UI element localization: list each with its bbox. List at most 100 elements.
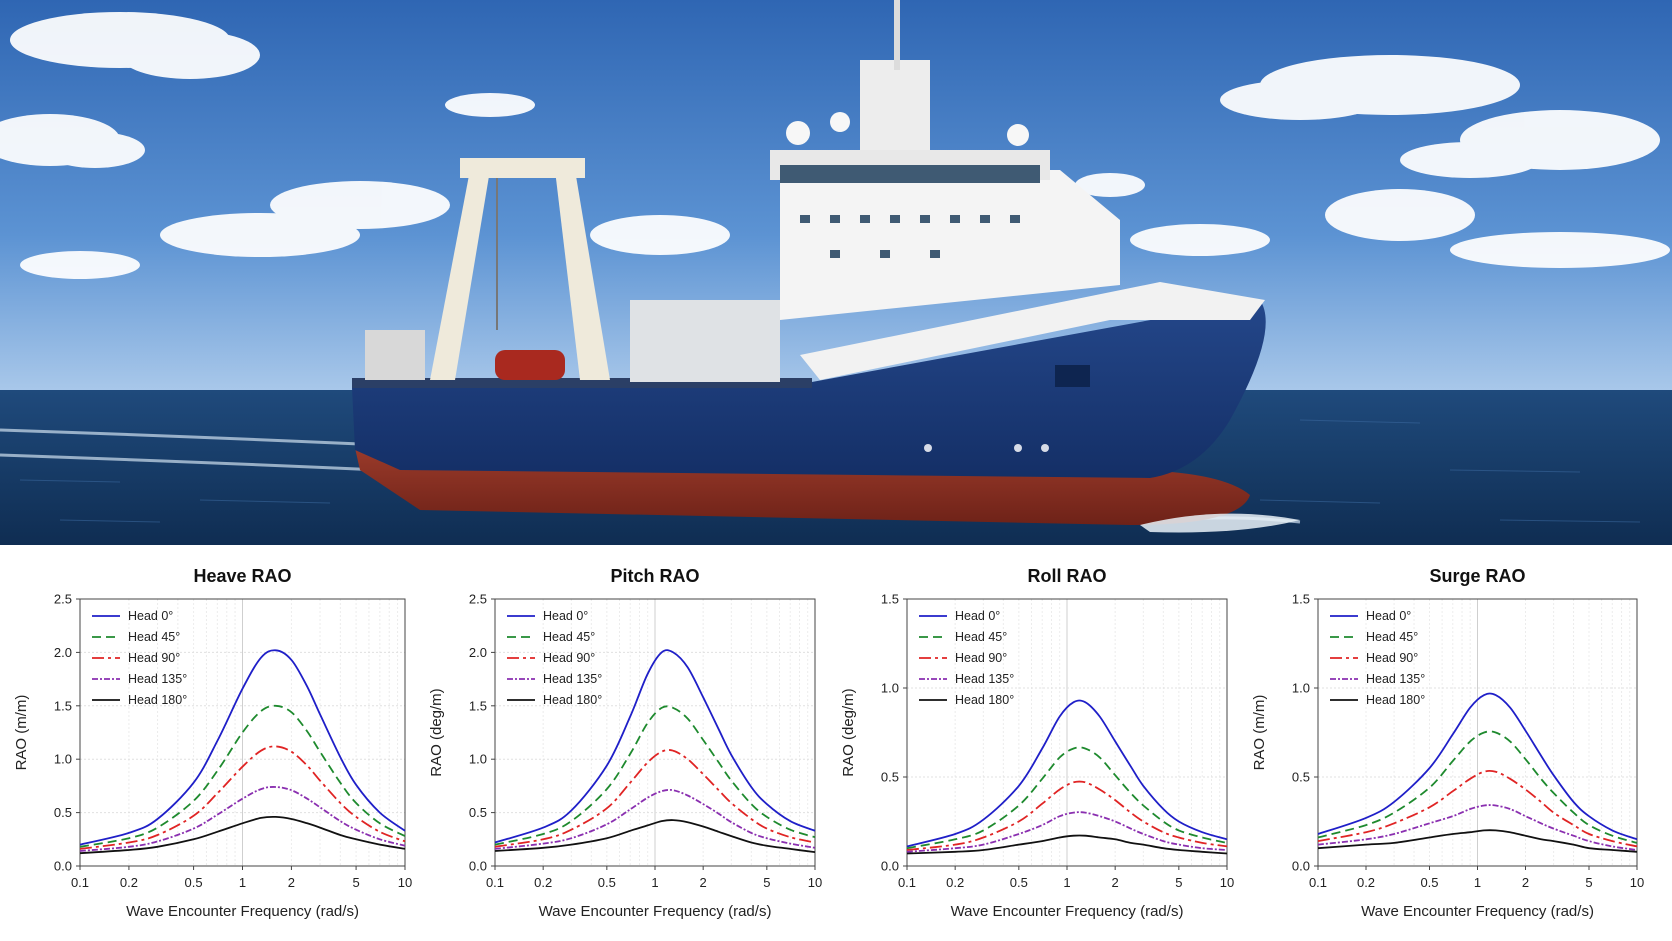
series-line-head-0 [1317,692,1638,841]
series-line-head-90 [79,745,406,850]
legend-label-head-45: Head 45° [955,630,1007,644]
y-tick-label: 0.5 [881,770,899,785]
y-axis-label: RAO (deg/m) [840,688,857,776]
x-axis-label: Wave Encounter Frequency (rad/s) [126,903,359,920]
legend-label-head-90: Head 90° [128,651,180,665]
x-tick-label: 0.1 [898,875,916,890]
x-tick-label: 0.5 [1010,875,1028,890]
series-lines [906,699,1228,855]
legend-label-head-0: Head 0° [543,609,588,623]
x-tick-label: 1 [1474,875,1481,890]
x-tick-label: 1 [651,875,658,890]
series-line-head-90 [494,749,816,848]
x-tick-label: 10 [808,875,822,890]
x-tick-label: 2 [288,875,295,890]
y-tick-label: 2.5 [54,592,72,607]
y-tick-label: 1.5 [1292,592,1310,607]
y-tick-label: 1.0 [881,681,899,696]
series-line-head-45 [906,746,1228,850]
series-line-head-45 [79,704,406,848]
x-tick-label: 0.1 [71,875,89,890]
y-axis-label: RAO (m/m) [13,695,30,771]
legend-label-head-90: Head 90° [543,651,595,665]
chart-title: Roll RAO [1028,566,1107,586]
roll-rao-chart: 0.1 0.2 0.5 1 2 5 10 0.0 0.5 1.0 1.5 Roll RAO Wave E… [840,566,1234,920]
legend-label-head-90: Head 90° [1366,651,1418,665]
legend-label-head-45: Head 45° [543,630,595,644]
heave-rao-chart: 0.1 0.2 0.5 1 2 5 10 0.0 0.5 1.0 1.5 2.0 2.5 Heave RA… [13,566,412,920]
series-line-head-45 [494,705,816,846]
legend: Head 0° Head 45° Head 90° Head 135° Head 180… [919,609,1014,707]
y-tick-label: 1.0 [1292,681,1310,696]
series-line-head-135 [79,786,406,852]
x-tick-label: 0.1 [1309,875,1327,890]
x-tick-label: 2 [700,875,707,890]
y-tick-label: 2.5 [469,592,487,607]
y-tick-label: 0.0 [469,859,487,874]
series-line-head-135 [494,788,816,850]
series-line-head-45 [1317,730,1638,844]
legend: Head 0° Head 45° Head 90° Head 135° Head 180… [507,609,602,707]
legend-label-head-90: Head 90° [955,651,1007,665]
x-tick-label: 1 [1063,875,1070,890]
y-tick-label: 0.5 [469,805,487,820]
chart-title: Pitch RAO [610,566,699,586]
x-axis-label: Wave Encounter Frequency (rad/s) [951,903,1184,920]
x-tick-label: 1 [239,875,246,890]
legend-label-head-180: Head 180° [955,693,1014,707]
legend-label-head-180: Head 180° [543,693,602,707]
series-lines [79,649,406,855]
chart-title: Surge RAO [1429,566,1525,586]
series-line-head-0 [79,649,406,846]
x-tick-label: 5 [1175,875,1182,890]
legend-label-head-45: Head 45° [128,630,180,644]
legend-label-head-135: Head 135° [543,672,602,686]
y-tick-label: 0.5 [54,805,72,820]
x-axis-label: Wave Encounter Frequency (rad/s) [1361,903,1594,920]
x-tick-label: 0.1 [486,875,504,890]
legend-label-head-0: Head 0° [1366,609,1411,623]
grid [907,598,1227,867]
x-tick-label: 0.5 [185,875,203,890]
x-tick-label: 0.2 [534,875,552,890]
series-line-head-90 [1317,769,1638,848]
y-tick-label: 1.5 [881,592,899,607]
sea-ripples [19,419,1641,523]
y-tick-label: 1.0 [469,752,487,767]
surge-rao-chart: 0.1 0.2 0.5 1 2 5 10 0.0 0.5 1.0 1.5 Surge RAO Wave … [1251,566,1644,920]
x-tick-label: 2 [1112,875,1119,890]
grid [80,598,405,867]
legend: Head 0° Head 45° Head 90° Head 135° Head 180… [1330,609,1425,707]
legend-label-head-180: Head 180° [1366,693,1425,707]
y-tick-label: 1.0 [54,752,72,767]
legend: Head 0° Head 45° Head 90° Head 135° Head 180… [92,609,187,707]
x-tick-label: 10 [398,875,412,890]
y-tick-label: 0.5 [1292,770,1310,785]
series-line-head-180 [79,815,406,855]
legend-label-head-135: Head 135° [1366,672,1425,686]
x-tick-label: 5 [1585,875,1592,890]
series-line-head-90 [906,780,1228,851]
series-line-head-0 [906,699,1228,848]
series-line-head-0 [494,649,816,844]
series-lines [1317,692,1638,853]
y-axis-label: RAO (m/m) [1251,695,1268,771]
vessel [352,0,1300,533]
legend-label-head-0: Head 0° [955,609,1000,623]
series-line-head-180 [1317,829,1638,853]
x-tick-label: 5 [352,875,359,890]
clouds [0,12,1670,279]
x-tick-label: 0.5 [1420,875,1438,890]
legend-label-head-135: Head 135° [955,672,1014,686]
y-tick-label: 2.0 [54,645,72,660]
legend-label-head-180: Head 180° [128,693,187,707]
rao-charts-panel: 0.1 0.2 0.5 1 2 5 10 0.0 0.5 1.0 1.5 2.0 2.5 Heave RA… [13,566,1644,920]
x-tick-label: 0.2 [1357,875,1375,890]
series-lines [494,649,816,853]
x-tick-label: 0.2 [946,875,964,890]
legend-label-head-135: Head 135° [128,672,187,686]
series-line-head-180 [494,819,816,853]
legend-label-head-45: Head 45° [1366,630,1418,644]
y-tick-label: 0.0 [1292,859,1310,874]
y-tick-label: 0.0 [881,859,899,874]
